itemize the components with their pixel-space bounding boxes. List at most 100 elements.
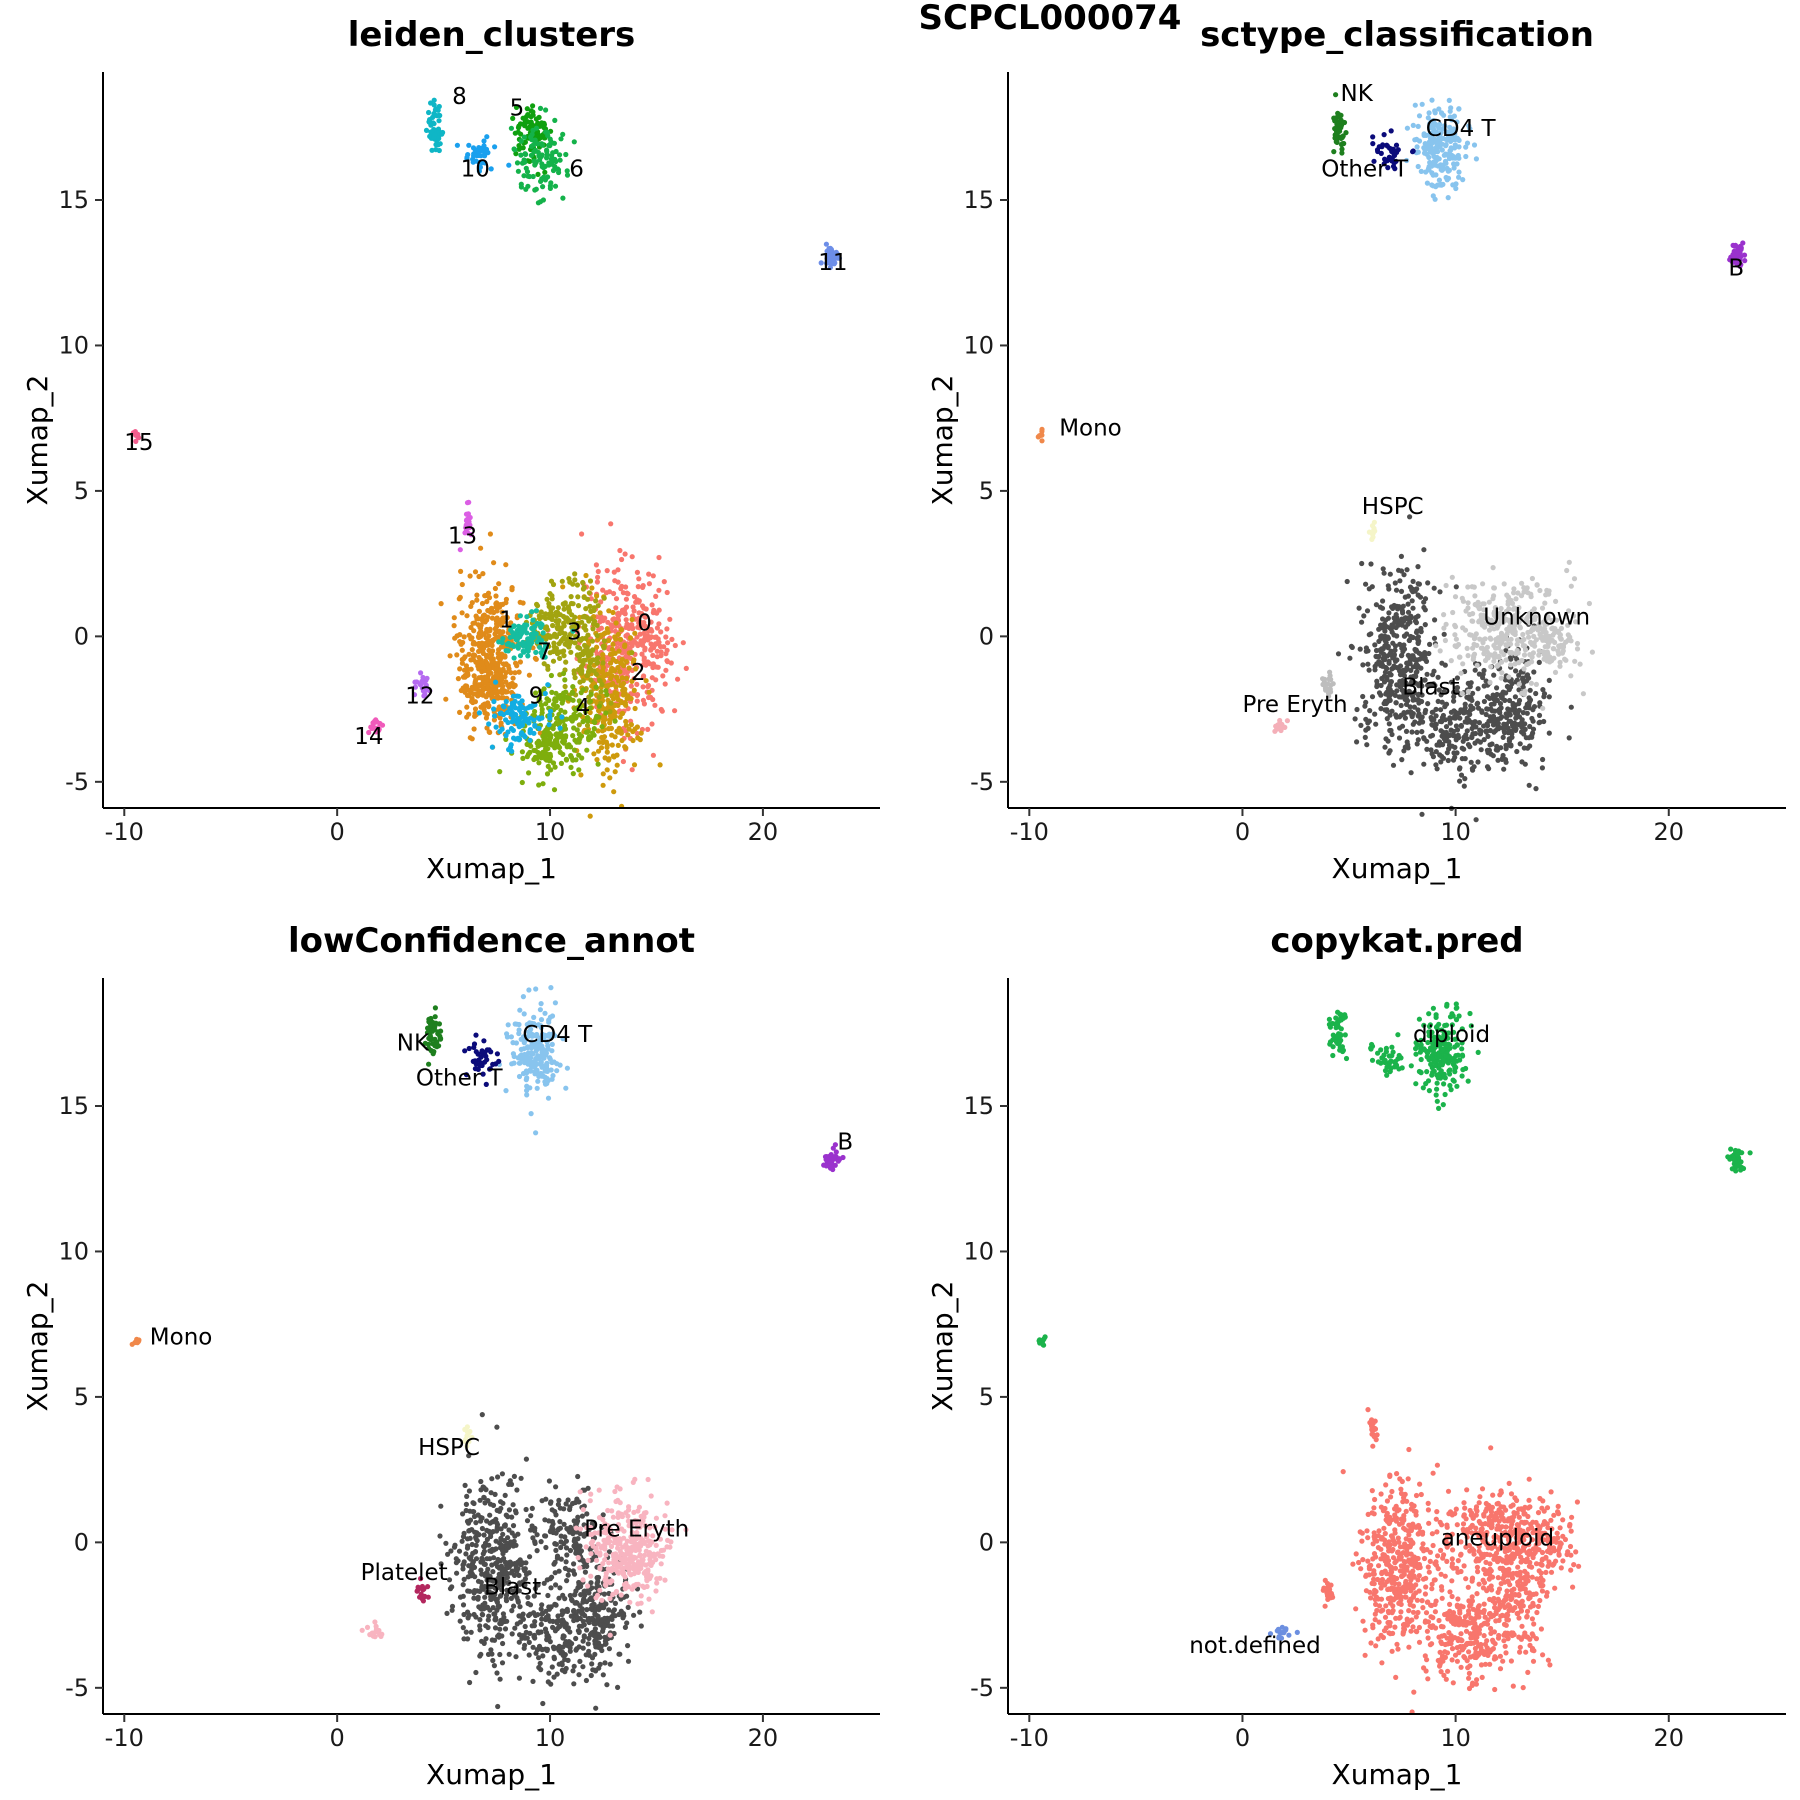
scatter-point-cd4-t xyxy=(1440,181,1446,187)
scatter-point-unknown xyxy=(1471,636,1478,642)
scatter-point-blast xyxy=(506,1507,512,1513)
scatter-point-blast xyxy=(556,1568,562,1574)
scatter-point-blast xyxy=(496,1565,502,1571)
scatter-point-1 xyxy=(461,634,467,640)
scatter-point-blast xyxy=(502,1626,509,1632)
scatter-point-4 xyxy=(563,756,570,762)
scatter-point-3 xyxy=(588,677,594,683)
cluster-label: Blast xyxy=(1402,675,1459,701)
scatter-point-3 xyxy=(567,579,573,585)
scatter-point-unknown xyxy=(1557,663,1563,669)
scatter-point-9 xyxy=(546,722,552,728)
y-tick-label: 0 xyxy=(979,622,994,650)
scatter-point-blast xyxy=(602,1615,608,1621)
scatter-point-1 xyxy=(482,593,488,599)
scatter-point-1 xyxy=(532,655,539,661)
scatter-point-1 xyxy=(469,647,475,653)
scatter-point-blast xyxy=(1405,652,1411,658)
scatter-point-blast xyxy=(519,1614,525,1620)
scatter-point-blast xyxy=(462,1482,468,1488)
scatter-point-3 xyxy=(557,655,563,662)
scatter-point-blast xyxy=(1397,663,1404,669)
scatter-point-blast xyxy=(1415,564,1421,570)
scatter-point-blast xyxy=(1415,581,1421,587)
scatter-point-blast xyxy=(1455,732,1461,739)
scatter-point-blast xyxy=(453,1556,459,1562)
scatter-point-1 xyxy=(510,675,516,681)
scatter-point-blast xyxy=(578,1592,584,1598)
scatter-point-blast xyxy=(499,1542,505,1549)
scatter-point-7 xyxy=(532,623,538,629)
scatter-point-unknown xyxy=(1589,649,1595,655)
scatter-point-blast xyxy=(501,1523,508,1529)
scatter-point-unknown xyxy=(1552,639,1558,646)
scatter-point-blast xyxy=(601,1591,608,1597)
scatter-point-0 xyxy=(652,702,658,708)
scatter-point-blast xyxy=(1531,669,1537,675)
scatter-point-3 xyxy=(572,571,578,577)
scatter-point-blast xyxy=(1386,695,1392,702)
scatter-point-blast xyxy=(1546,677,1552,684)
scatter-point-3 xyxy=(568,639,574,645)
scatter-point-4 xyxy=(612,718,618,724)
scatter-point-blast xyxy=(481,1606,487,1612)
scatter-point-blast xyxy=(1466,696,1472,702)
scatter-point-blast xyxy=(1422,655,1428,661)
scatter-point-0 xyxy=(639,622,645,628)
scatter-point-blast xyxy=(1468,759,1474,765)
scatter-point-0 xyxy=(658,653,664,659)
scatter-point-1 xyxy=(467,573,473,579)
scatter-point-nk xyxy=(1335,110,1341,116)
scatter-point-blast xyxy=(492,1625,499,1631)
scatter-point-other-t xyxy=(1395,147,1401,153)
scatter-point-cd4-t xyxy=(1443,174,1449,181)
scatter-point-blast xyxy=(1377,604,1383,610)
scatter-point-2 xyxy=(617,714,623,720)
scatter-point-0 xyxy=(639,651,645,657)
x-axis-title: Xumap_1 xyxy=(1332,852,1463,885)
scatter-point-9 xyxy=(559,714,565,720)
scatter-point-1 xyxy=(484,711,490,718)
scatter-point-8 xyxy=(436,118,442,124)
scatter-point-0 xyxy=(620,758,627,765)
scatter-point-blast xyxy=(506,1651,512,1657)
cluster-label: Pre Eryth xyxy=(1243,692,1348,718)
scatter-point-4 xyxy=(560,751,566,758)
scatter-point-mono xyxy=(1039,438,1045,444)
scatter-point-7 xyxy=(529,609,535,615)
scatter-point-blast xyxy=(1367,708,1373,714)
scatter-point-blast xyxy=(518,1475,524,1481)
scatter-point-0 xyxy=(612,578,618,584)
scatter-point-blast xyxy=(562,1596,568,1602)
scatter-point-blast xyxy=(1524,710,1530,716)
scatter-point-1 xyxy=(455,676,461,682)
scatter-point-9 xyxy=(557,725,563,731)
scatter-point-blast xyxy=(495,1603,501,1609)
scatter-point-6 xyxy=(524,169,531,175)
scatter-point-blast xyxy=(1446,732,1452,738)
scatter-point-blast xyxy=(499,1547,506,1553)
scatter-point-blast xyxy=(576,1672,582,1678)
scatter-point-2 xyxy=(604,767,610,773)
scatter-point-blast xyxy=(447,1586,454,1592)
scatter-point-unknown xyxy=(1503,657,1509,663)
scatter-point-7 xyxy=(520,624,526,630)
scatter-point-blast xyxy=(625,1643,631,1649)
scatter-point-0 xyxy=(659,708,665,714)
scatter-point-blast xyxy=(1363,727,1369,733)
scatter-point-1 xyxy=(451,623,457,629)
scatter-point-blast xyxy=(1409,729,1415,735)
scatter-point-1 xyxy=(457,709,463,716)
scatter-point-blast xyxy=(1394,682,1400,688)
scatter-point-0 xyxy=(606,589,613,595)
y-tick-label: 5 xyxy=(74,477,89,505)
scatter-point-1 xyxy=(472,706,479,712)
scatter-point-unknown xyxy=(1457,654,1463,660)
cluster-label: 0 xyxy=(637,611,652,637)
cluster-label: 5 xyxy=(510,96,525,122)
scatter-point-blast xyxy=(1521,745,1527,751)
scatter-point-blast xyxy=(545,1592,551,1599)
scatter-point-cd4-t xyxy=(1456,106,1462,112)
scatter-point-4 xyxy=(587,698,594,704)
scatter-point-blast xyxy=(564,1526,570,1532)
